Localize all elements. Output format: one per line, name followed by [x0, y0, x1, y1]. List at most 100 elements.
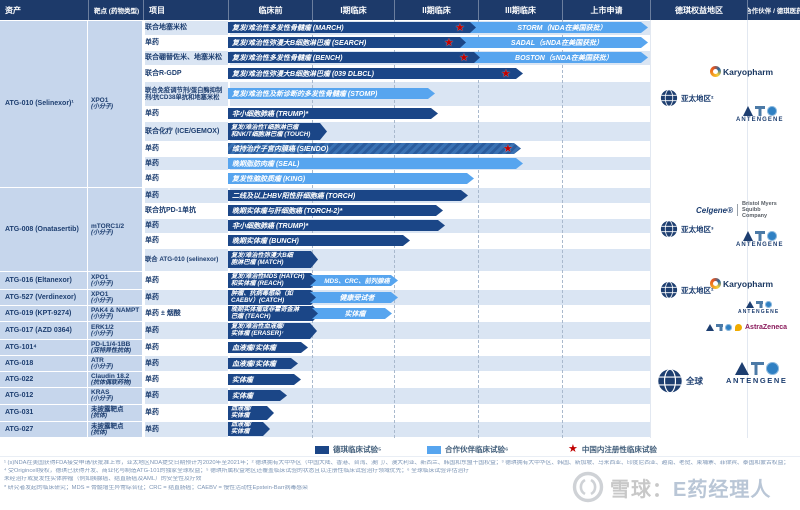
project-cell: 联合 ATG-010 (selinexor)	[145, 256, 219, 264]
asset-cell: ATG-016 (Eltanexor)	[0, 272, 87, 289]
target-cell: PD-L1/4-1BB (双特异性抗体)	[88, 340, 142, 355]
project-cell: 联合硼替佐米、地塞米松	[145, 54, 222, 62]
antengene-logo: ANTENGENE	[726, 362, 788, 385]
project-cell: 单药	[145, 222, 159, 230]
pipeline-bar: 维持治疗子宫内膜癌 (SIENDO)	[228, 143, 521, 154]
reg-star-icon: ★	[455, 22, 465, 34]
pipeline-bar: 晚期实体瘤或非霍奇金淋 巴瘤 (TEACH)	[228, 306, 320, 321]
partner-bar: 晚期脂肪肉瘤 (SEAL)	[228, 158, 523, 169]
legend-item-antengene-trial: 德琪临床试验⁵	[315, 444, 382, 455]
antengene-mark-icon	[745, 301, 772, 308]
reg-star-icon: ★	[503, 143, 513, 155]
table-header	[0, 0, 800, 20]
approval-bar: STORM（NDA在美国获批）	[470, 22, 648, 33]
column-divider	[143, 20, 145, 438]
karyopharm-wordmark: Karyopharm	[723, 66, 774, 77]
asset-name: ATG-017 (AZD 0364)	[5, 326, 72, 334]
asset-name: ATG-018	[5, 359, 34, 367]
asset-name: ATG-031	[5, 409, 34, 416]
col-header-phase3: III期临床	[478, 0, 562, 20]
pipeline-bar: 晚期实体瘤与肝细胞癌 (TORCH-2)*	[228, 205, 443, 216]
partner-bar: MDS、CRC、前列腺癌	[310, 275, 398, 286]
approval-bar: SADAL（sNDA在美国获批）	[460, 37, 648, 48]
footnote-line: ¹ (s)NDA在美国获得FDA接受申请/获批准上市，亚太地区NDA提交日期预计…	[4, 460, 790, 466]
col-header-phase1: I期临床	[312, 0, 394, 20]
col-header-asset: 资产	[5, 5, 21, 15]
karyopharm-logo: Karyopharm	[710, 278, 773, 289]
pipeline-bar: 复发/难治性MDS (HATCH) 和实体瘤 (REACH)	[228, 273, 318, 288]
target-cell: XPO1 (小分子)	[88, 290, 142, 305]
project-cell: 单药	[145, 110, 159, 118]
project-cell: 单药	[145, 191, 159, 199]
karyopharm-swirl-icon	[710, 66, 721, 77]
project-cell: 单药	[145, 425, 159, 433]
asset-cell: ATG-010 (Selinexor)¹	[0, 21, 87, 187]
celgene-bms-logo: Celgene® Bristol Myers Squibb Company	[696, 201, 794, 219]
pipeline-bar: 二线及以上HBV阳性肝细胞癌 (TORCH)	[228, 190, 468, 201]
legend-item-china-registrational: ★ 中国内注册性临床试验	[568, 443, 657, 455]
antengene-logo: ANTENGENE	[736, 231, 784, 248]
antengene-logo: ANTENGENE	[738, 301, 779, 315]
column-divider	[747, 20, 748, 438]
footnote-divider	[0, 456, 800, 457]
antengene-mark-icon	[706, 324, 732, 331]
pipeline-bar: 复发/难治性弥漫大B细胞淋巴瘤 (039 DLBCL)	[228, 68, 523, 79]
celgene-wordmark: Celgene®	[696, 205, 734, 215]
row-stripe	[143, 422, 650, 437]
pipeline-bar: 肿瘤、抗病毒感染（如 CAEBV）(CATCH)	[228, 290, 318, 305]
col-header-preclinical: 临床前	[228, 0, 312, 20]
phase-gridline	[478, 20, 479, 438]
pipeline-bar: 复发/难治性弥漫大B细胞淋巴瘤 (SEARCH)	[228, 37, 468, 48]
dark-bar-swatch-icon	[315, 445, 329, 454]
project-cell: 单药	[145, 375, 159, 383]
target-cell: Claudin 18.2 (抗体偶联药物)	[88, 372, 142, 387]
antengene-mark-icon	[742, 231, 777, 241]
star-icon: ★	[568, 443, 578, 455]
astrazeneca-wordmark: AstraZeneca	[745, 324, 788, 331]
project-cell: 单药	[145, 175, 159, 183]
asset-cell: ATG-008 (Onatasertib)	[0, 188, 87, 271]
watermark-text: 雪球：E药经理人	[610, 478, 772, 501]
approval-bar: BOSTON（sNDA在美国获批）	[474, 52, 648, 63]
asset-name: ATG-101⁴	[5, 343, 37, 351]
reg-star-icon: ★	[501, 68, 511, 80]
pipeline-bar: 血液瘤/实体瘤	[228, 422, 270, 436]
karyopharm-wordmark: Karyopharm	[723, 278, 774, 289]
asset-cell: ATG-019 (KPT-9274)	[0, 306, 87, 321]
antengene-logo: ANTENGENE	[736, 106, 784, 123]
pipeline-bar: 实体瘤	[228, 374, 301, 385]
asset-name: ATG-008 (Onatasertib)	[5, 225, 79, 233]
asset-name: ATG-022	[5, 375, 34, 383]
project-cell: 联合地塞米松	[145, 24, 187, 32]
project-cell: 单药	[145, 159, 159, 167]
asset-cell: ATG-101⁴	[0, 340, 87, 355]
xueqiu-logo-icon	[572, 471, 604, 503]
project-cell: 单药	[145, 326, 159, 334]
asset-cell: ATG-031	[0, 405, 87, 421]
pipeline-bar: 非小细胞肺癌 (TRUMP)*	[228, 220, 445, 231]
pipeline-bar: 复发/难治性多发性骨髓瘤 (BENCH)	[228, 52, 482, 63]
footnote-line: ⁴ 受Origincell授权，德琪已获得开发、商业化与制造ATG-101的独家…	[4, 468, 470, 474]
project-cell: 单药	[145, 359, 159, 367]
asset-cell: ATG-017 (AZD 0364)	[0, 322, 87, 339]
bms-wordmark: Bristol Myers Squibb Company	[742, 201, 777, 219]
partner-bar: 健康受试者	[310, 292, 398, 303]
partner-bar: 复发/难治性及新诊断的多发性骨髓瘤 (STOMP)	[228, 88, 435, 99]
pipeline-bar: 复发/难治性T细胞淋巴瘤 和NK/T细胞淋巴瘤 (TOUCH)	[228, 123, 327, 140]
region-global: 全球	[657, 368, 703, 394]
asset-name: ATG-016 (Eltanexor)	[5, 276, 72, 284]
col-header-partner: 合作伙伴 / 德琪医药	[747, 0, 800, 20]
footnote-line: 未经治疗或复发性实体肿瘤（例如胰腺癌、结直肠癌及AML）的安全性及疗效	[4, 476, 202, 482]
region-apac: 亚太地区²	[660, 281, 714, 299]
asset-name: ATG-012	[5, 392, 34, 399]
pipeline-bar: 血液瘤/实体瘤	[228, 358, 298, 369]
pipeline-bar: 复发/难治性弥漫大B细 胞淋巴瘤 (MATCH)	[228, 251, 318, 268]
project-cell: 单药	[145, 409, 159, 417]
light-bar-swatch-icon	[427, 445, 441, 454]
legend-item-partner-trial: 合作伙伴临床试验⁶	[427, 444, 508, 455]
asset-name: ATG-010 (Selinexor)¹	[5, 100, 74, 107]
phase-gridline	[562, 20, 563, 438]
pipeline-bar: 非小细胞肺癌 (TRUMP)*	[228, 108, 438, 119]
pipeline-bar: 血液瘤/实体瘤	[228, 342, 308, 353]
project-cell: 单药	[145, 237, 159, 245]
